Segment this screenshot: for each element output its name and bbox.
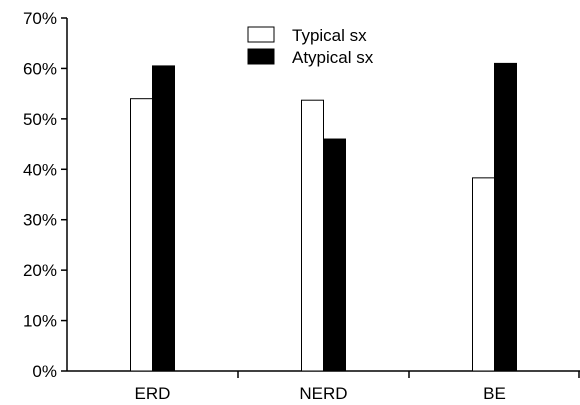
y-tick-label: 10% bbox=[23, 312, 57, 331]
legend-label: Typical sx bbox=[292, 26, 367, 45]
y-tick-label: 70% bbox=[23, 9, 57, 28]
x-tick-label: NERD bbox=[299, 384, 347, 403]
x-tick-label: ERD bbox=[135, 384, 171, 403]
y-tick-label: 20% bbox=[23, 261, 57, 280]
y-tick-label: 40% bbox=[23, 160, 57, 179]
y-tick-label: 30% bbox=[23, 211, 57, 230]
bar-be-typical bbox=[472, 177, 495, 372]
legend: Typical sx Atypical sx bbox=[247, 26, 374, 67]
bar-erd-typical bbox=[130, 98, 153, 372]
legend-label: Atypical sx bbox=[292, 48, 374, 67]
bar-nerd-typical bbox=[301, 99, 324, 372]
x-tick-label: BE bbox=[483, 384, 506, 403]
y-tick-label: 50% bbox=[23, 110, 57, 129]
bar-erd-atypical bbox=[152, 65, 175, 372]
bars bbox=[130, 62, 517, 372]
bar-be-atypical bbox=[494, 62, 517, 372]
y-axis-ticks: 0% 10% 20% 30% 40% 50% 60% 70% bbox=[23, 9, 67, 381]
y-tick-label: 0% bbox=[32, 362, 57, 381]
bar-nerd-atypical bbox=[323, 138, 346, 372]
legend-swatch bbox=[247, 26, 275, 43]
legend-swatch bbox=[247, 48, 275, 65]
x-axis-ticks: ERD NERD BE bbox=[135, 371, 580, 403]
y-tick-label: 60% bbox=[23, 59, 57, 78]
